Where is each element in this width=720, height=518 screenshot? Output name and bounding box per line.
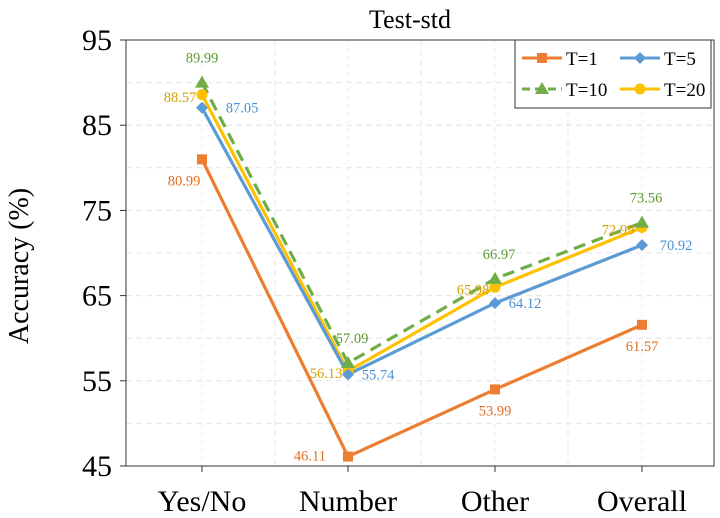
legend-box bbox=[514, 39, 712, 109]
series-line-t10 bbox=[200, 81, 643, 365]
data-label-t5: 87.05 bbox=[226, 101, 259, 117]
y-axis-label: Accuracy (%) bbox=[4, 188, 35, 344]
data-label-t10: 73.56 bbox=[630, 191, 663, 207]
x-tick-label: Other bbox=[461, 485, 529, 518]
marker-t5 bbox=[342, 368, 354, 381]
y-tick-label: 65 bbox=[82, 280, 112, 313]
axes bbox=[120, 39, 715, 472]
y-tick-labels: 45 55 65 75 85 95 bbox=[82, 24, 112, 483]
series-line-t20 bbox=[200, 94, 643, 373]
data-label-t10: 66.97 bbox=[483, 247, 516, 263]
legend-label-t1: T=1 bbox=[566, 49, 598, 70]
marker-t20 bbox=[489, 281, 501, 293]
series-line-t5 bbox=[200, 106, 643, 377]
data-label-t20: 88.57 bbox=[164, 90, 197, 106]
marker-t20 bbox=[196, 89, 208, 101]
marker-t1 bbox=[490, 384, 500, 395]
marker-t10 bbox=[195, 75, 209, 88]
marker-t5 bbox=[196, 101, 208, 114]
y-tick-label: 55 bbox=[82, 365, 112, 398]
legend-marker-t10 bbox=[535, 82, 549, 94]
data-label-t5: 55.74 bbox=[362, 367, 395, 383]
marker-t5 bbox=[636, 239, 648, 252]
y-tick-label: 75 bbox=[82, 194, 112, 227]
data-label-t1: 46.11 bbox=[294, 449, 326, 465]
x-tick-label: Overall bbox=[597, 485, 687, 518]
legend: T=1 T=5 T=10 T=20 bbox=[514, 39, 712, 109]
data-label-t1: 80.99 bbox=[168, 173, 201, 189]
data-label-t1: 61.57 bbox=[626, 339, 659, 355]
plot-frame bbox=[125, 39, 715, 467]
data-label-t5: 64.12 bbox=[509, 296, 542, 312]
grid bbox=[125, 39, 715, 467]
x-tick-labels: Yes/No Number Other Overall bbox=[158, 485, 687, 518]
y-tick-label: 95 bbox=[82, 24, 112, 57]
x-tick-label: Yes/No bbox=[158, 485, 247, 518]
data-label-t10: 89.99 bbox=[186, 51, 219, 67]
data-labels: 80.99 46.11 53.99 61.57 87.05 55.74 64.12 70.92… bbox=[164, 51, 693, 465]
legend-marker-t5 bbox=[634, 52, 646, 64]
series-markers bbox=[195, 75, 649, 462]
marker-t1 bbox=[197, 154, 207, 165]
data-label-t10: 57.09 bbox=[336, 331, 369, 347]
marker-t10 bbox=[635, 215, 649, 228]
marker-t10 bbox=[341, 355, 355, 368]
legend-label-t10: T=10 bbox=[566, 80, 607, 101]
marker-t1 bbox=[637, 319, 647, 330]
series-line-t1 bbox=[200, 158, 643, 459]
chart-title: Test-std bbox=[369, 5, 451, 34]
marker-t10 bbox=[488, 271, 502, 284]
legend-label-t20: T=20 bbox=[664, 80, 705, 101]
data-label-t1: 53.99 bbox=[479, 403, 512, 419]
x-tick-label: Number bbox=[299, 485, 397, 518]
data-label-t5: 70.92 bbox=[660, 238, 693, 254]
y-tick-label: 85 bbox=[82, 109, 112, 142]
data-label-t20: 65.98 bbox=[457, 282, 490, 298]
marker-t5 bbox=[489, 297, 501, 310]
marker-t1 bbox=[343, 451, 353, 462]
data-label-t20: 72.99 bbox=[602, 223, 635, 239]
legend-marker-t1 bbox=[537, 53, 547, 63]
legend-label-t5: T=5 bbox=[664, 49, 696, 70]
data-label-t20: 56.13 bbox=[310, 366, 343, 382]
legend-marker-t20 bbox=[634, 83, 646, 95]
y-tick-label: 45 bbox=[82, 450, 112, 483]
series-lines bbox=[200, 81, 643, 459]
